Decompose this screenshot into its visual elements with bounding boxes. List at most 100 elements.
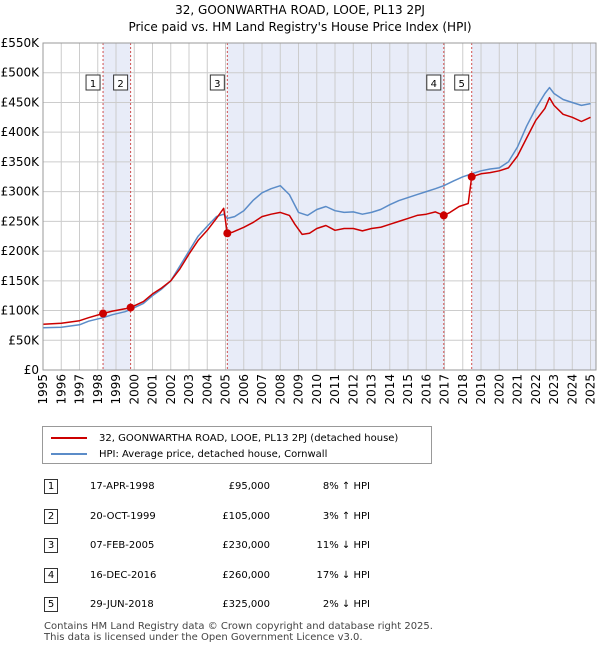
sale-price: £230,000: [222, 540, 270, 552]
sale-marker-label: 5: [459, 79, 465, 90]
x-tick-label: 2000: [127, 374, 141, 405]
sale-date: 29-JUN-2018: [90, 599, 154, 611]
x-tick-label: 2010: [310, 374, 324, 405]
sale-hpi-diff: 8% ↑ HPI: [322, 481, 370, 493]
table-row: 1 17-APR-1998 £95,000 8% ↑ HPI: [44, 472, 370, 502]
sale-number-badge: 1: [44, 479, 58, 495]
x-tick-label: 2006: [237, 374, 251, 405]
sale-number-badge: 3: [44, 538, 58, 554]
x-tick-label: 2021: [511, 374, 525, 405]
ownership-shade: [103, 43, 131, 370]
sale-marker-box: [209, 74, 225, 91]
x-tick-label: 1995: [36, 374, 50, 405]
sale-marker-label: 1: [90, 79, 96, 90]
sale-price: £105,000: [222, 510, 270, 522]
sale-point: [99, 309, 108, 318]
sale-marker-box: [426, 74, 442, 91]
x-tick-label: 2009: [292, 374, 306, 405]
sale-marker-box: [113, 74, 129, 91]
sale-point: [439, 211, 448, 220]
x-tick-label: 2001: [146, 374, 160, 405]
x-tick-label: 2011: [328, 374, 342, 405]
table-row: 2 20-OCT-1999 £105,000 3% ↑ HPI: [44, 502, 370, 532]
property-series-line: [42, 96, 591, 325]
sale-number-badge: 2: [44, 508, 58, 524]
x-tick-label: 2015: [401, 374, 415, 405]
y-tick-label: £0: [24, 363, 39, 377]
legend: 32, GOONWARTHA ROAD, LOOE, PL13 2PJ (det…: [42, 426, 432, 464]
x-tick-label: 2016: [419, 374, 433, 405]
y-tick-label: £100K: [1, 304, 41, 318]
legend-item-property: 32, GOONWARTHA ROAD, LOOE, PL13 2PJ (det…: [51, 431, 398, 445]
sale-marker-box: [454, 74, 470, 91]
sale-date: 17-APR-1998: [90, 481, 155, 493]
sale-number-badge: 4: [44, 567, 58, 583]
sale-price: £325,000: [222, 599, 270, 611]
y-tick-label: £350K: [1, 155, 41, 169]
sale-point: [467, 172, 476, 181]
x-tick-label: 2020: [492, 374, 506, 405]
sale-date: 07-FEB-2005: [90, 540, 155, 552]
sale-number-badge: 5: [44, 597, 58, 613]
legend-label-property: 32, GOONWARTHA ROAD, LOOE, PL13 2PJ (det…: [99, 432, 399, 444]
x-tick-label: 2013: [365, 374, 379, 405]
x-tick-label: 1996: [54, 374, 68, 405]
x-tick-label: 2025: [584, 374, 598, 405]
table-row: 4 16-DEC-2016 £260,000 17% ↓ HPI: [44, 561, 370, 591]
legend-label-hpi: HPI: Average price, detached house, Corn…: [99, 448, 328, 460]
sales-table: 1 17-APR-1998 £95,000 8% ↑ HPI 2 20-OCT-…: [44, 472, 370, 620]
y-tick-label: £500K: [1, 66, 41, 80]
sale-hpi-diff: 11% ↓ HPI: [316, 540, 370, 552]
sale-price: £260,000: [222, 569, 270, 581]
sale-hpi-diff: 3% ↑ HPI: [322, 510, 370, 522]
y-tick-label: £200K: [1, 244, 41, 258]
y-tick-label: £50K: [8, 333, 40, 347]
price-chart: 32, GOONWARTHA ROAD, LOOE, PL13 2PJ Pric…: [1, 3, 598, 405]
table-row: 3 07-FEB-2005 £230,000 11% ↓ HPI: [44, 531, 370, 561]
sale-marker-label: 3: [214, 79, 220, 90]
x-tick-label: 2003: [182, 374, 196, 405]
y-tick-label: £450K: [1, 95, 41, 109]
table-row: 5 29-JUN-2018 £325,000 2% ↓ HPI: [44, 590, 370, 620]
ownership-shade: [227, 43, 444, 370]
y-tick-label: £400K: [1, 125, 41, 139]
x-tick-label: 1998: [91, 374, 105, 405]
x-tick-label: 2024: [565, 374, 579, 405]
x-tick-label: 2005: [219, 374, 233, 405]
x-tick-label: 1997: [73, 374, 87, 405]
footer-line-1: Contains HM Land Registry data © Crown c…: [44, 621, 433, 632]
x-tick-label: 2018: [456, 374, 470, 405]
x-tick-label: 2004: [200, 374, 214, 405]
sale-marker-box: [85, 74, 101, 91]
x-tick-label: 2023: [547, 374, 561, 405]
sale-marker-label: 2: [117, 79, 123, 90]
legend-item-hpi: HPI: Average price, detached house, Corn…: [51, 447, 327, 461]
hpi-series-line: [42, 86, 591, 329]
sale-marker-label: 4: [431, 79, 437, 90]
x-tick-label: 2014: [383, 374, 397, 405]
x-tick-label: 2022: [529, 374, 543, 405]
y-tick-label: £300K: [1, 185, 41, 199]
property-line-swatch: [51, 437, 87, 439]
sale-date: 20-OCT-1999: [90, 510, 156, 522]
chart-title: 32, GOONWARTHA ROAD, LOOE, PL13 2PJ: [175, 3, 425, 17]
footer-attribution: Contains HM Land Registry data © Crown c…: [44, 621, 433, 643]
hpi-line-swatch: [51, 453, 87, 455]
x-tick-label: 2008: [273, 374, 287, 405]
sale-point: [126, 303, 135, 312]
ownership-shade: [471, 43, 596, 370]
sale-point: [223, 229, 232, 238]
x-tick-label: 1999: [109, 374, 123, 405]
sale-hpi-diff: 17% ↓ HPI: [316, 569, 370, 581]
sale-price: £95,000: [228, 481, 270, 493]
plot-frame: [42, 42, 597, 371]
x-tick-label: 2012: [346, 374, 360, 405]
sale-date: 16-DEC-2016: [90, 569, 157, 581]
x-tick-label: 2002: [164, 374, 178, 405]
x-tick-label: 2007: [255, 374, 269, 405]
y-tick-label: £150K: [1, 274, 41, 288]
x-tick-label: 2019: [474, 374, 488, 405]
y-tick-label: £250K: [1, 214, 41, 228]
sale-hpi-diff: 2% ↓ HPI: [322, 599, 370, 611]
chart-subtitle: Price paid vs. HM Land Registry's House …: [128, 20, 471, 34]
